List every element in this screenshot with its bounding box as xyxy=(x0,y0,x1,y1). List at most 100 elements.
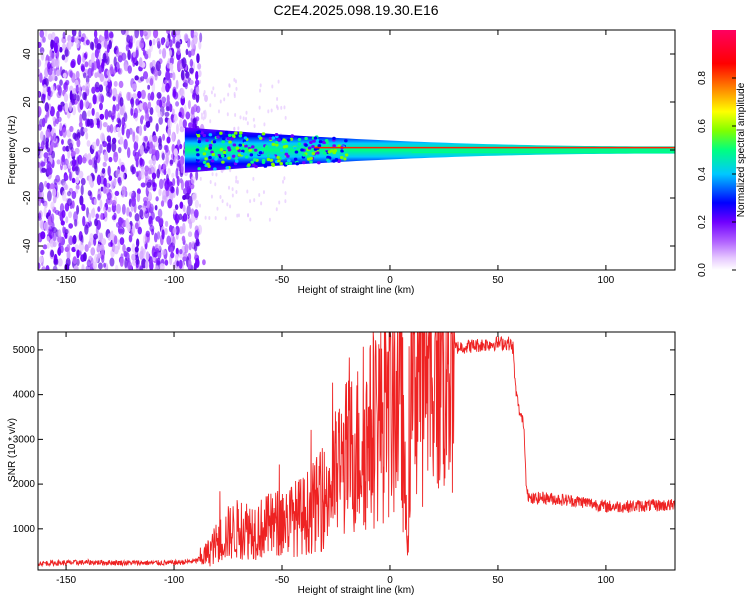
noise-speckle xyxy=(169,159,174,165)
noise-speckle xyxy=(119,237,125,246)
signal-speckle xyxy=(204,157,208,161)
noise-speckle xyxy=(71,177,76,184)
signal-speckle xyxy=(277,159,281,163)
noise-speckle xyxy=(140,182,146,188)
noise-speckle xyxy=(157,137,162,144)
signal-speckle xyxy=(219,131,223,135)
noise-speckle xyxy=(46,242,50,249)
noise-speckle xyxy=(175,225,180,236)
noise-speckle xyxy=(182,194,187,201)
noise-speckle xyxy=(192,122,196,129)
noise-speckle xyxy=(134,75,139,81)
snr-y-ticks: 1000 2000 3000 4000 5000 xyxy=(13,345,675,535)
noise-speckle xyxy=(184,181,190,191)
noise-speckle xyxy=(181,235,186,242)
noise-speckle xyxy=(189,67,194,74)
signal-speckle xyxy=(238,143,243,147)
noise-speckle xyxy=(75,188,79,194)
noise-speckle xyxy=(81,110,87,121)
x-tick-label: 0 xyxy=(387,575,393,586)
noise-speckle xyxy=(97,253,101,259)
noise-speckle xyxy=(168,39,173,48)
spectrogram-y-label: Frequency (Hz) xyxy=(7,116,18,185)
noise-speckle xyxy=(149,39,152,47)
noise-speckle xyxy=(161,152,165,161)
noise-speckle xyxy=(127,261,133,270)
noise-speckle xyxy=(41,167,47,173)
snr-line xyxy=(38,332,675,568)
noise-speckle xyxy=(162,133,166,141)
noise-speckle xyxy=(103,206,106,212)
noise-speckle xyxy=(79,195,84,206)
noise-speckle xyxy=(189,58,194,68)
noise-speckle xyxy=(166,136,171,144)
noise-speckle xyxy=(184,243,189,254)
chart-title: C2E4.2025.098.19.30.E16 xyxy=(273,2,438,18)
noise-speckle xyxy=(100,36,105,42)
noise-speckle xyxy=(234,112,237,117)
y-tick-label: 2000 xyxy=(13,479,36,490)
signal-speckle xyxy=(205,144,209,148)
noise-speckle xyxy=(115,49,120,58)
signal-speckle xyxy=(290,134,295,138)
noise-speckle xyxy=(74,244,80,251)
noise-speckle xyxy=(38,262,41,270)
noise-speckle xyxy=(103,81,108,87)
noise-speckle xyxy=(268,217,271,222)
noise-speckle xyxy=(91,52,95,63)
noise-speckle xyxy=(132,224,136,235)
noise-speckle xyxy=(68,235,74,246)
noise-speckle xyxy=(126,34,131,43)
noise-speckle xyxy=(132,34,136,44)
noise-speckle xyxy=(42,265,46,270)
noise-speckle xyxy=(249,199,252,204)
noise-speckle xyxy=(117,131,122,138)
signal-speckle xyxy=(344,153,349,157)
noise-speckle xyxy=(45,141,49,150)
noise-speckle xyxy=(258,192,261,197)
colorbar-tick-label: 0.6 xyxy=(697,119,708,133)
noise-speckle xyxy=(96,121,100,129)
spectrogram-x-ticks: -150 -100 -50 0 50 100 xyxy=(56,30,615,286)
noise-speckle xyxy=(242,116,245,121)
noise-speckle xyxy=(72,87,77,95)
noise-speckle xyxy=(194,199,199,209)
signal-speckle xyxy=(269,158,274,162)
noise-speckle xyxy=(199,32,203,43)
colorbar-tick-label: 0.8 xyxy=(697,71,708,85)
signal-speckle xyxy=(309,160,313,164)
noise-speckle xyxy=(73,211,78,223)
signal-speckle xyxy=(220,154,225,158)
noise-speckle xyxy=(54,36,60,45)
noise-speckle xyxy=(64,263,70,270)
noise-speckle xyxy=(246,121,249,126)
signal-speckle xyxy=(274,140,279,145)
noise-speckle xyxy=(199,79,202,84)
noise-speckle xyxy=(106,79,113,90)
signal-speckle xyxy=(230,162,235,166)
noise-speckle xyxy=(188,241,192,251)
noise-speckle xyxy=(115,104,120,112)
colorbar-tick-label: 0.0 xyxy=(697,263,708,277)
noise-speckle xyxy=(187,231,193,238)
noise-speckle xyxy=(260,201,263,206)
noise-speckle xyxy=(149,107,154,116)
signal-speckle xyxy=(306,155,310,159)
signal-speckle xyxy=(309,140,313,145)
noise-speckle xyxy=(121,185,126,196)
noise-speckle xyxy=(127,49,131,61)
noise-speckle xyxy=(154,205,158,211)
noise-speckle xyxy=(158,48,162,55)
noise-speckle xyxy=(83,127,88,133)
noise-speckle xyxy=(98,232,102,243)
noise-speckle xyxy=(68,142,73,150)
noise-speckle xyxy=(134,30,140,39)
noise-speckle xyxy=(110,230,114,240)
noise-speckle xyxy=(187,99,191,110)
noise-speckle xyxy=(178,259,183,269)
noise-speckle xyxy=(155,196,159,202)
noise-speckle xyxy=(69,85,74,93)
noise-speckle xyxy=(140,89,146,100)
noise-speckle xyxy=(99,113,105,120)
noise-speckle xyxy=(126,91,131,101)
